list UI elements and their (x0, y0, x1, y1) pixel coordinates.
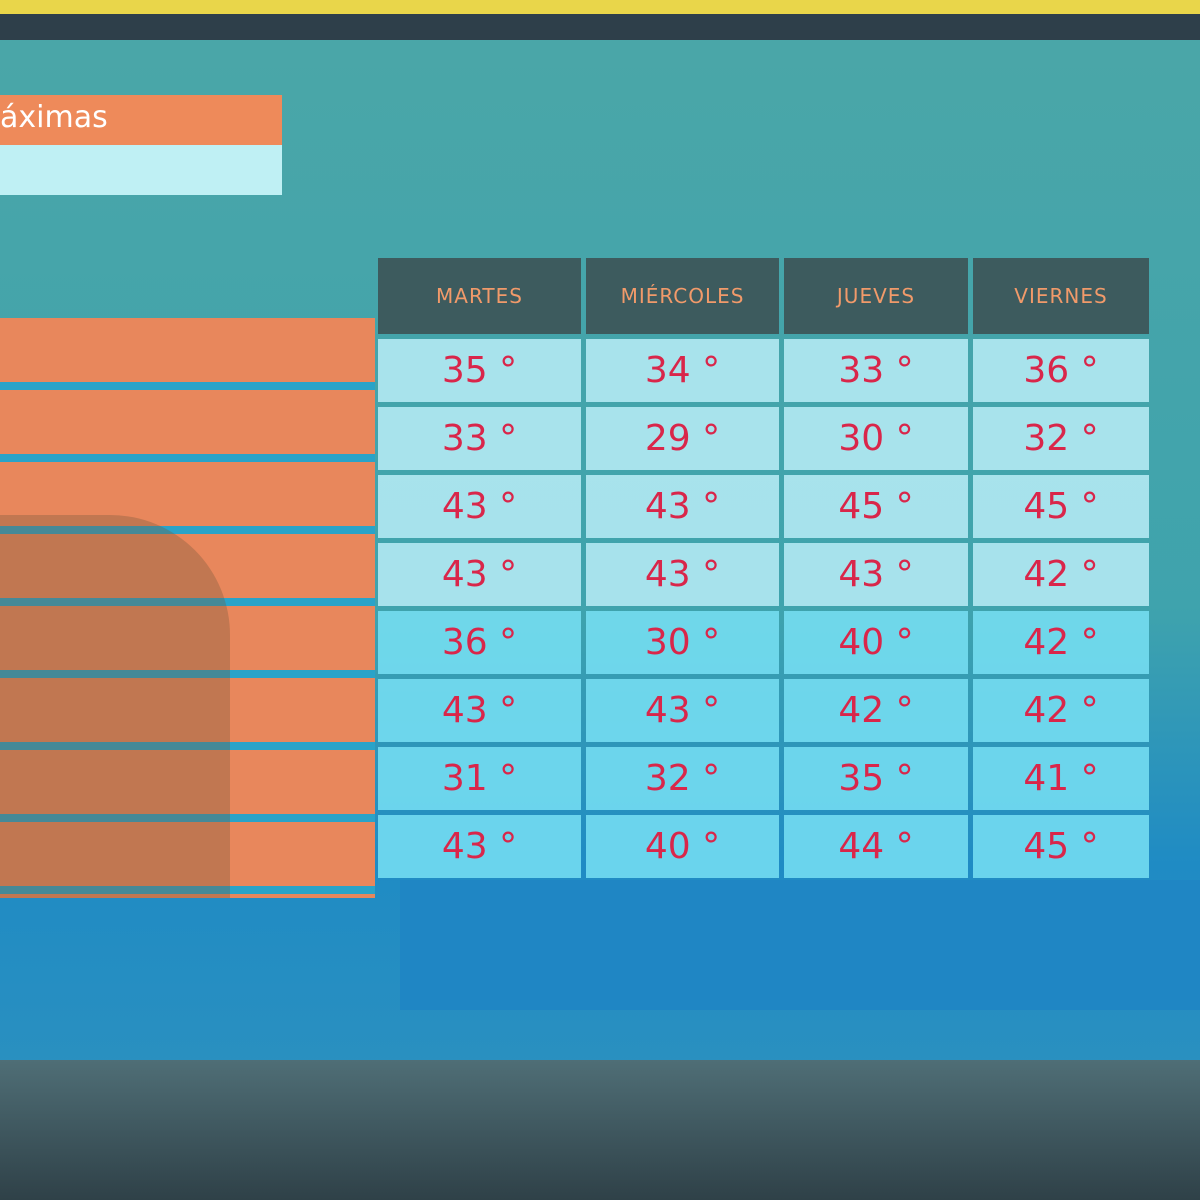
forecast-table: MARTES MIÉRCOLES JUEVES VIERNES 35 ° 34 ° 33 °… (378, 258, 1150, 878)
temperature-cell: 40 ° (586, 815, 779, 878)
temperature-cell: 42 ° (784, 679, 968, 742)
floor (0, 1060, 1200, 1200)
column-header: VIERNES (973, 258, 1149, 334)
temperature-cell: 42 ° (973, 679, 1149, 742)
title-sub-bar (0, 145, 282, 195)
temperature-cell: 36 ° (378, 611, 581, 674)
temperature-cell: 42 ° (973, 611, 1149, 674)
temperature-cell: 41 ° (973, 747, 1149, 810)
temperature-cell: 45 ° (973, 815, 1149, 878)
temperature-cell: 43 ° (586, 543, 779, 606)
title: áximas (0, 100, 108, 135)
temperature-cell: 45 ° (973, 475, 1149, 538)
temperature-cell: 45 ° (784, 475, 968, 538)
temperature-cell: 43 ° (586, 679, 779, 742)
temperature-cell: 43 ° (378, 543, 581, 606)
temperature-cell: 43 ° (378, 679, 581, 742)
temperature-cell: 43 ° (586, 475, 779, 538)
temperature-cell: 34 ° (586, 339, 779, 402)
temperature-cell: 44 ° (784, 815, 968, 878)
temperature-cell: 43 ° (784, 543, 968, 606)
left-panel (0, 318, 375, 898)
temperature-cell: 33 ° (784, 339, 968, 402)
title-bar (0, 95, 282, 145)
temperature-cell: 35 ° (378, 339, 581, 402)
temperature-cell: 32 ° (586, 747, 779, 810)
temperature-cell: 33 ° (378, 407, 581, 470)
temperature-cell: 32 ° (973, 407, 1149, 470)
top-light (0, 0, 1200, 14)
temperature-cell: 30 ° (586, 611, 779, 674)
temperature-cell: 31 ° (378, 747, 581, 810)
sea (400, 880, 1200, 1010)
temperature-cell: 36 ° (973, 339, 1149, 402)
temperature-cell: 40 ° (784, 611, 968, 674)
column-header: MIÉRCOLES (586, 258, 779, 334)
temperature-cell: 29 ° (586, 407, 779, 470)
column-header: JUEVES (784, 258, 968, 334)
temperature-cell: 43 ° (378, 475, 581, 538)
temperature-cell: 43 ° (378, 815, 581, 878)
temperature-cell: 35 ° (784, 747, 968, 810)
land-shadow (0, 515, 230, 898)
temperature-cell: 30 ° (784, 407, 968, 470)
temperature-cell: 42 ° (973, 543, 1149, 606)
column-header: MARTES (378, 258, 581, 334)
